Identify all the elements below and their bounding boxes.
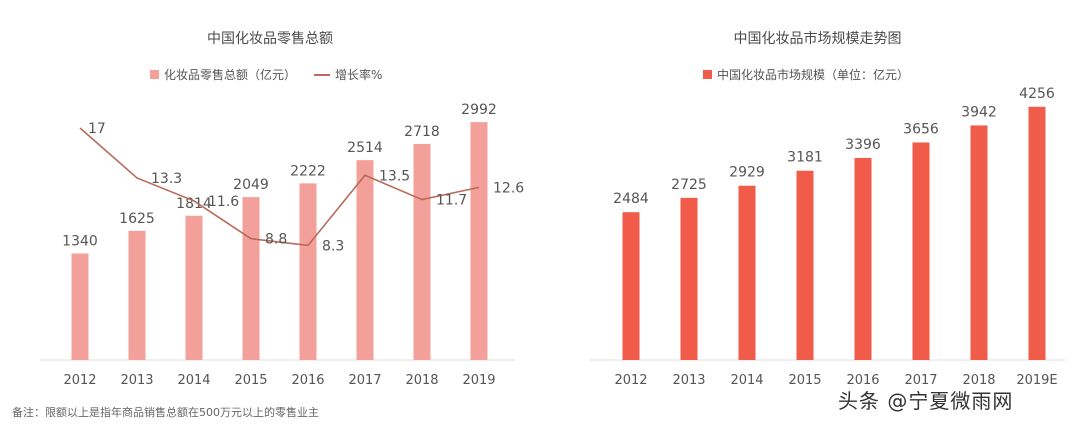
bar-value-label: 2484 <box>613 191 649 207</box>
bar <box>738 185 756 360</box>
x-tick-label: 2012 <box>614 373 647 388</box>
bar <box>970 125 988 361</box>
bar-value-label: 2514 <box>347 140 383 156</box>
x-tick-label: 2014 <box>730 373 763 388</box>
growth-rate-label: 11.6 <box>208 194 239 210</box>
bar <box>796 170 814 360</box>
growth-rate-label: 13.5 <box>379 168 410 184</box>
bar-value-label: 2222 <box>290 163 326 179</box>
bar <box>413 143 431 360</box>
x-tick-label: 2017 <box>904 373 937 388</box>
x-tick-label: 2013 <box>672 373 705 388</box>
bar <box>680 197 698 360</box>
bar-legend-label: 化妆品零售总额（亿元） <box>164 68 297 82</box>
x-tick-label: 2017 <box>348 373 381 388</box>
bar-value-label: 1625 <box>119 211 155 227</box>
chart-title: 中国化妆品零售总额 <box>207 31 333 47</box>
footnote: 备注：限额以上是指年商品销售总额在500万元以上的零售业主 <box>12 406 319 419</box>
line-legend-label: 增长率% <box>335 68 383 82</box>
growth-rate-label: 17 <box>88 121 106 137</box>
watermark-text: 头条 @宁夏微雨网 <box>838 389 1014 413</box>
bar <box>299 183 317 360</box>
bar-value-label: 4256 <box>1019 86 1055 102</box>
bar-value-label: 3181 <box>787 150 823 166</box>
x-tick-label: 2014 <box>177 373 210 388</box>
bar-legend-swatch <box>703 70 712 79</box>
growth-rate-label: 11.7 <box>436 193 467 209</box>
x-tick-label: 2015 <box>788 373 821 388</box>
market-size-chart: 中国化妆品市场规模走势图 中国化妆品市场规模（单位：亿元） 2484 2012 27… <box>555 0 1080 425</box>
retail-sales-plot: 1340201216252013181420142049201522222016… <box>40 102 524 388</box>
x-tick-label: 2019E <box>1016 373 1057 388</box>
bar <box>622 212 640 360</box>
bar-value-label: 2929 <box>729 165 765 181</box>
bar <box>128 230 146 360</box>
bar <box>470 122 488 360</box>
growth-rate-label: 12.6 <box>493 180 524 196</box>
x-tick-label: 2018 <box>962 373 995 388</box>
bar <box>71 253 89 360</box>
bar <box>912 142 930 360</box>
chart-legend: 化妆品零售总额（亿元） 增长率% <box>150 66 382 83</box>
x-tick-label: 2019 <box>462 373 495 388</box>
bar-value-label: 3942 <box>961 104 997 120</box>
bar <box>1028 106 1046 360</box>
bar-value-label: 2049 <box>233 177 269 193</box>
bar <box>242 197 260 360</box>
x-tick-label: 2016 <box>291 373 324 388</box>
bar-legend-label: 中国化妆品市场规模（单位：亿元） <box>717 68 910 82</box>
retail-sales-chart: 中国化妆品零售总额 化妆品零售总额（亿元） 增长率% 1340 2012 1625 2… <box>12 31 524 419</box>
chart-legend: 中国化妆品市场规模（单位：亿元） <box>703 66 909 83</box>
bar <box>185 215 203 360</box>
bar-value-label: 3396 <box>845 137 881 153</box>
growth-rate-label: 8.8 <box>265 232 287 248</box>
x-tick-label: 2016 <box>846 373 879 388</box>
line-legend-swatch <box>314 73 331 76</box>
bar-value-label: 3656 <box>903 121 939 137</box>
growth-rate-label: 8.3 <box>322 238 344 254</box>
chart-title: 中国化妆品市场规模走势图 <box>733 31 902 47</box>
x-tick-label: 2012 <box>63 373 96 388</box>
growth-rate-label: 13.3 <box>151 171 182 187</box>
bar <box>356 160 374 360</box>
bar-value-label: 1340 <box>62 233 98 249</box>
x-tick-label: 2015 <box>234 373 267 388</box>
bar-legend-swatch <box>150 70 159 79</box>
bar-value-label: 2992 <box>461 102 497 118</box>
x-tick-label: 2013 <box>120 373 153 388</box>
market-size-plot: 2484 2012 2725 2013 2929 2014 3181 2015 3396 2016… <box>590 86 1065 388</box>
bar <box>854 157 872 360</box>
x-tick-label: 2018 <box>405 373 438 388</box>
bar-value-label: 2718 <box>404 124 440 140</box>
growth-rate-line <box>79 127 480 247</box>
bar-value-label: 2725 <box>671 177 707 193</box>
